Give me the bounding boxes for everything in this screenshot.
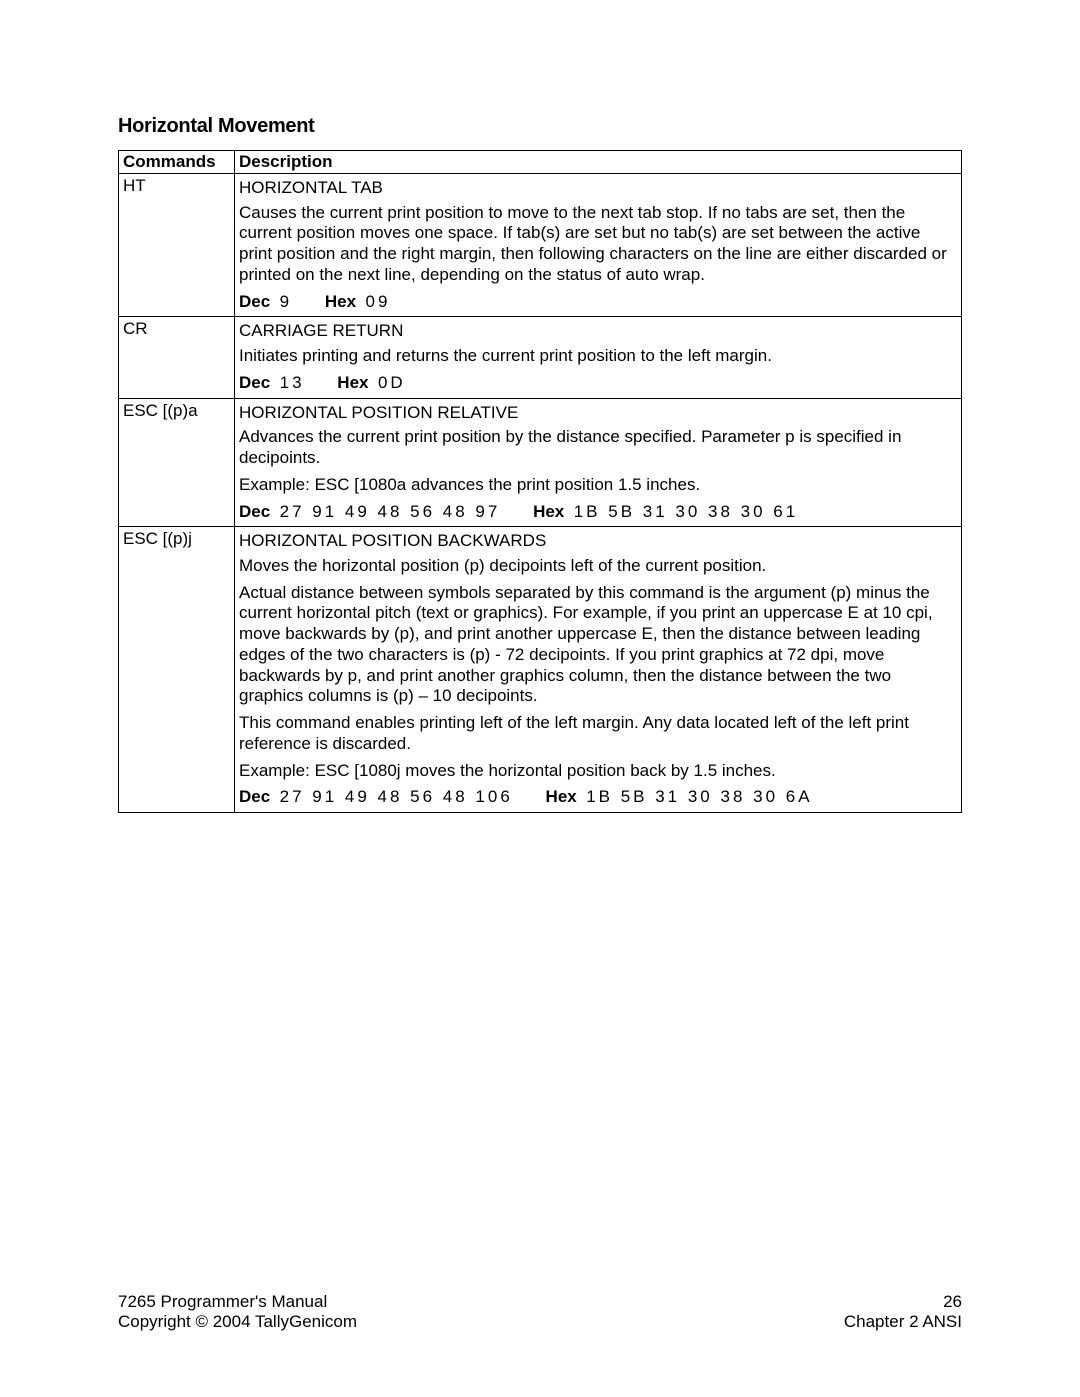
hex-label: Hex: [533, 502, 564, 523]
desc-cell: HORIZONTAL TAB Causes the current print …: [235, 174, 962, 317]
cmd-cell: CR: [119, 317, 235, 398]
dec-value: 27 91 49 48 56 48 97: [280, 502, 501, 523]
section-heading: Horizontal Movement: [118, 115, 962, 138]
footer-chapter: Chapter 2 ANSI: [844, 1312, 962, 1332]
cmd-codes: Dec 27 91 49 48 56 48 97 Hex 1B 5B 31 30…: [239, 502, 955, 525]
table-row: ESC [(p)j HORIZONTAL POSITION BACKWARDS …: [119, 527, 962, 813]
cmd-para: Advances the current print position by t…: [239, 427, 955, 468]
footer-right: 26 Chapter 2 ANSI: [844, 1292, 962, 1332]
cmd-codes: Dec 9 Hex 09: [239, 292, 955, 315]
hex-value: 1B 5B 31 30 38 30 6A: [586, 787, 812, 808]
cmd-para: Example: ESC [1080j moves the horizontal…: [239, 761, 955, 782]
hex-value: 0D: [378, 373, 406, 394]
cmd-cell: HT: [119, 174, 235, 317]
cmd-title: CARRIAGE RETURN: [239, 319, 955, 346]
hex-label: Hex: [325, 292, 356, 313]
header-description: Description: [235, 151, 962, 174]
desc-cell: HORIZONTAL POSITION RELATIVE Advances th…: [235, 398, 962, 527]
cmd-cell: ESC [(p)a: [119, 398, 235, 527]
header-commands: Commands: [119, 151, 235, 174]
page-footer: 7265 Programmer's Manual Copyright © 200…: [118, 1292, 962, 1332]
hex-value: 09: [365, 292, 390, 313]
footer-page-number: 26: [844, 1292, 962, 1312]
cmd-para: Actual distance between symbols separate…: [239, 583, 955, 707]
cmd-cell: ESC [(p)j: [119, 527, 235, 813]
hex-value: 1B 5B 31 30 38 30 61: [574, 502, 798, 523]
dec-label: Dec: [239, 292, 270, 313]
desc-cell: CARRIAGE RETURN Initiates printing and r…: [235, 317, 962, 398]
footer-left: 7265 Programmer's Manual Copyright © 200…: [118, 1292, 357, 1332]
desc-cell: HORIZONTAL POSITION BACKWARDS Moves the …: [235, 527, 962, 813]
table-row: HT HORIZONTAL TAB Causes the current pri…: [119, 174, 962, 317]
cmd-codes: Dec 27 91 49 48 56 48 106 Hex 1B 5B 31 3…: [239, 787, 955, 810]
cmd-title: HORIZONTAL POSITION RELATIVE: [239, 401, 955, 428]
commands-table: Commands Description HT HORIZONTAL TAB C…: [118, 150, 962, 813]
cmd-title: HORIZONTAL POSITION BACKWARDS: [239, 529, 955, 556]
dec-value: 9: [280, 292, 292, 313]
cmd-para: Initiates printing and returns the curre…: [239, 346, 955, 367]
dec-label: Dec: [239, 502, 270, 523]
cmd-para: Moves the horizontal position (p) decipo…: [239, 556, 955, 577]
hex-label: Hex: [337, 373, 368, 394]
cmd-para: This command enables printing left of th…: [239, 713, 955, 754]
footer-copyright: Copyright © 2004 TallyGenicom: [118, 1312, 357, 1332]
hex-label: Hex: [546, 787, 577, 808]
cmd-para: Causes the current print position to mov…: [239, 203, 955, 286]
dec-label: Dec: [239, 373, 270, 394]
dec-value: 13: [280, 373, 305, 394]
footer-manual-title: 7265 Programmer's Manual: [118, 1292, 357, 1312]
cmd-title: HORIZONTAL TAB: [239, 176, 955, 203]
cmd-codes: Dec 13 Hex 0D: [239, 373, 955, 396]
dec-value: 27 91 49 48 56 48 106: [280, 787, 513, 808]
cmd-para: Example: ESC [1080a advances the print p…: [239, 475, 955, 496]
table-row: ESC [(p)a HORIZONTAL POSITION RELATIVE A…: [119, 398, 962, 527]
table-header-row: Commands Description: [119, 151, 962, 174]
dec-label: Dec: [239, 787, 270, 808]
table-row: CR CARRIAGE RETURN Initiates printing an…: [119, 317, 962, 398]
